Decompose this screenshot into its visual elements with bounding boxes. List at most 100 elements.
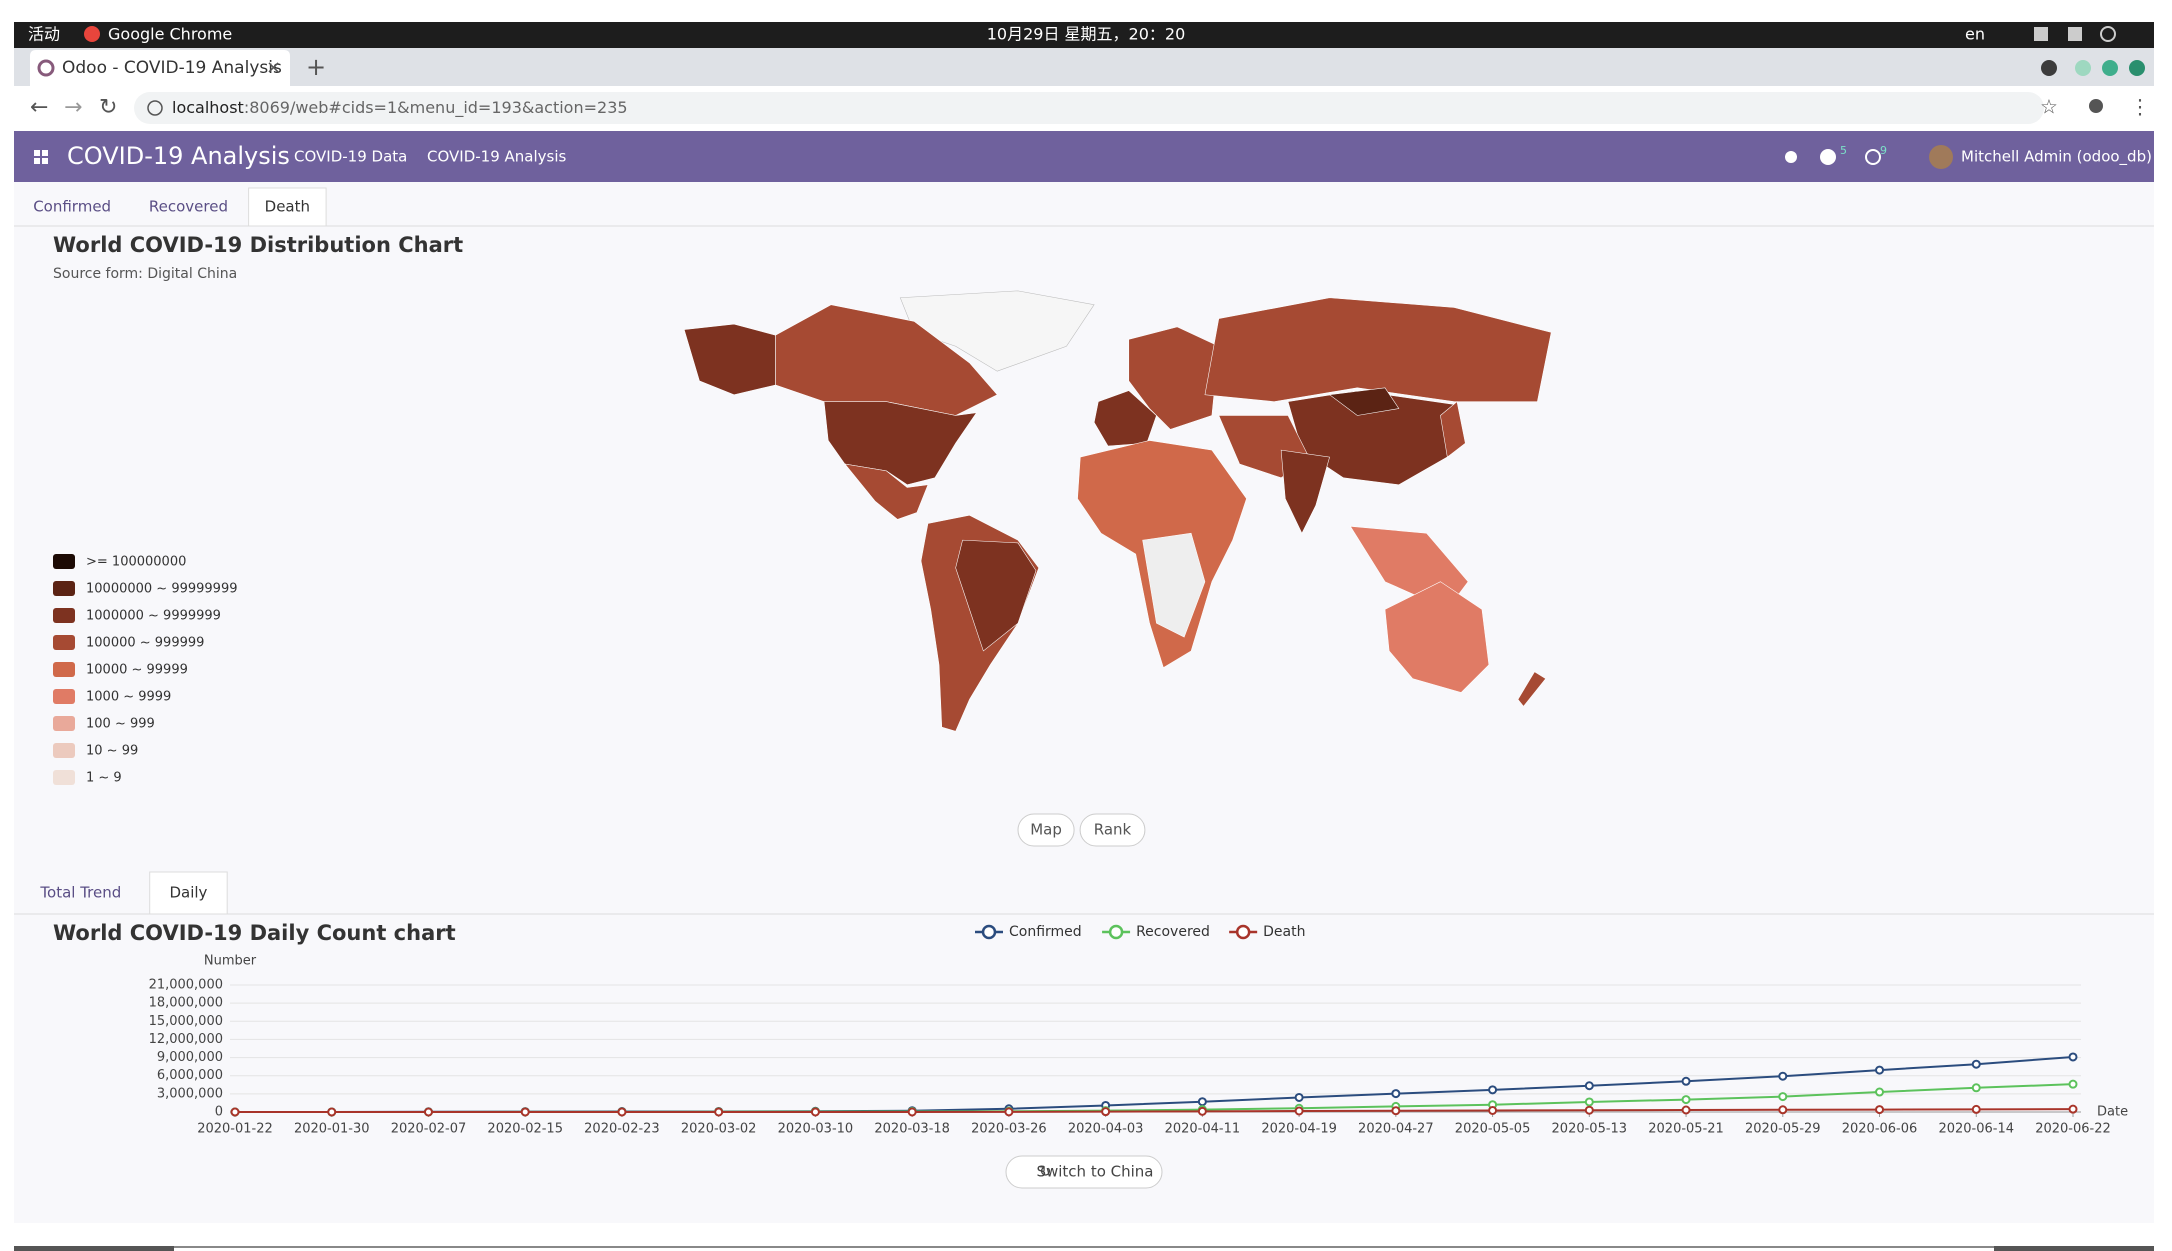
debug-icon[interactable] bbox=[1785, 151, 1797, 163]
y-tick-label: 9,000,000 bbox=[157, 1050, 223, 1065]
window-maximize[interactable] bbox=[2102, 60, 2118, 76]
menu-item[interactable]: COVID-19 Data bbox=[294, 148, 407, 166]
tab[interactable]: Daily bbox=[169, 884, 207, 902]
tab-title: Odoo - COVID-19 Analysis bbox=[62, 58, 282, 78]
tab[interactable]: Total Trend bbox=[39, 884, 121, 902]
legend-label[interactable]: Recovered bbox=[1136, 924, 1210, 940]
legend-label: 100 ~ 999 bbox=[86, 717, 155, 732]
window-close[interactable] bbox=[2129, 60, 2145, 76]
chrome-menu[interactable]: ⋮ bbox=[2130, 95, 2150, 119]
canada[interactable] bbox=[775, 304, 998, 416]
central-africa[interactable] bbox=[1142, 532, 1206, 638]
data-point bbox=[2068, 1052, 2078, 1062]
window-minimize[interactable] bbox=[2075, 60, 2091, 76]
navbar bbox=[14, 131, 2154, 182]
reload-button[interactable]: ↻ bbox=[99, 95, 117, 120]
data-point bbox=[1875, 1105, 1885, 1115]
data-point bbox=[1681, 1105, 1691, 1115]
activities[interactable]: 活动 bbox=[28, 25, 60, 44]
bookmark-star[interactable]: ☆ bbox=[2040, 95, 2058, 119]
taskbar-right bbox=[1994, 1246, 2154, 1251]
mongolia[interactable] bbox=[1328, 387, 1400, 416]
data-point bbox=[1971, 1083, 1981, 1093]
extension-icon[interactable] bbox=[2041, 60, 2057, 76]
data-point bbox=[1971, 1059, 1981, 1069]
new-tab[interactable]: + bbox=[306, 53, 326, 81]
forward-button[interactable]: → bbox=[64, 95, 82, 120]
x-tick-label: 2020-06-06 bbox=[1842, 1122, 1918, 1137]
x-tick-label: 2020-03-26 bbox=[971, 1122, 1047, 1137]
app-menu[interactable]: Google Chrome bbox=[108, 25, 232, 44]
switch-button-icon: ↻ bbox=[1039, 1163, 1052, 1181]
view-button-label[interactable]: Rank bbox=[1094, 821, 1132, 839]
switch-button[interactable] bbox=[1005, 1155, 1163, 1189]
india[interactable] bbox=[1280, 449, 1330, 534]
x-tick-label: 2020-03-18 bbox=[874, 1122, 950, 1137]
data-point bbox=[1004, 1107, 1014, 1117]
view-buttons: Map Rank bbox=[1017, 813, 1146, 847]
clock[interactable]: 10月29日 星期五，20：20 bbox=[987, 25, 1186, 44]
data-point bbox=[423, 1107, 433, 1117]
line-chart: 0 3,000,000 6,000,000 9,000,000 12,000,000 15… bbox=[149, 924, 2111, 1137]
favicon bbox=[37, 59, 55, 77]
user-avatar[interactable] bbox=[1929, 145, 1953, 169]
legend-label[interactable]: Confirmed bbox=[1009, 924, 1082, 940]
view-button-label[interactable]: Map bbox=[1030, 821, 1062, 839]
y-tick-label: 6,000,000 bbox=[157, 1068, 223, 1083]
data-point bbox=[1875, 1065, 1885, 1075]
view-button[interactable] bbox=[1017, 813, 1075, 847]
map-title: World COVID-19 Distribution Chart bbox=[53, 233, 463, 257]
brazil[interactable] bbox=[955, 539, 1037, 652]
tab-strip bbox=[14, 48, 2154, 86]
back-button[interactable]: ← bbox=[30, 95, 48, 120]
x-axis-label: Date bbox=[2097, 1105, 2128, 1120]
apps-icon[interactable] bbox=[34, 150, 48, 164]
world-map[interactable] bbox=[683, 290, 1552, 732]
taskbar bbox=[174, 1246, 1994, 1248]
new-zealand[interactable] bbox=[1517, 671, 1547, 707]
trend-tabs: Total Trend Daily bbox=[39, 871, 228, 914]
switch-button-label[interactable]: Switch to China bbox=[1036, 1163, 1153, 1181]
messages-icon[interactable] bbox=[1820, 149, 1836, 165]
data-point bbox=[1584, 1081, 1594, 1091]
japan[interactable] bbox=[1440, 401, 1466, 458]
language[interactable]: en bbox=[1965, 25, 1985, 44]
system-bar bbox=[14, 22, 2154, 48]
tab-close[interactable]: × bbox=[266, 57, 281, 78]
volume-icon[interactable] bbox=[2068, 27, 2082, 41]
data-point bbox=[1971, 1104, 1981, 1114]
menu-item[interactable]: COVID-19 Analysis bbox=[427, 148, 567, 166]
legend-label[interactable]: Death bbox=[1263, 924, 1305, 940]
usa[interactable] bbox=[823, 401, 978, 486]
data-point bbox=[1778, 1071, 1788, 1081]
y-tick-label: 3,000,000 bbox=[157, 1086, 223, 1101]
data-point bbox=[1584, 1105, 1594, 1115]
x-tick-label: 2020-05-05 bbox=[1455, 1122, 1531, 1137]
view-button[interactable] bbox=[1079, 813, 1146, 847]
network-icon[interactable] bbox=[2034, 27, 2048, 41]
central-europe[interactable] bbox=[1128, 326, 1220, 430]
x-tick-label: 2020-05-21 bbox=[1648, 1122, 1724, 1137]
tab[interactable]: Confirmed bbox=[33, 198, 111, 216]
legend-label: 10000 ~ 99999 bbox=[86, 663, 188, 678]
australia[interactable] bbox=[1384, 581, 1490, 693]
profile-icon[interactable] bbox=[2089, 99, 2103, 113]
legend-swatch bbox=[53, 662, 75, 677]
activities-icon[interactable] bbox=[1865, 149, 1881, 165]
data-point bbox=[520, 1107, 530, 1117]
data-point bbox=[617, 1107, 627, 1117]
tab[interactable]: Recovered bbox=[149, 198, 228, 216]
map-subtitle: Source form: Digital China bbox=[53, 266, 237, 282]
tab[interactable]: Death bbox=[265, 198, 310, 216]
app-name[interactable]: COVID-19 Analysis bbox=[67, 142, 290, 170]
url-host: localhost bbox=[172, 98, 244, 117]
site-info-icon[interactable] bbox=[147, 100, 163, 116]
user-menu[interactable]: Mitchell Admin (odoo_db) bbox=[1961, 148, 2152, 167]
russia[interactable] bbox=[1204, 297, 1552, 402]
browser-tab[interactable] bbox=[30, 50, 290, 86]
omnibox[interactable] bbox=[134, 92, 2044, 124]
power-icon[interactable] bbox=[2100, 26, 2116, 42]
mexico[interactable] bbox=[844, 463, 929, 520]
data-point bbox=[1778, 1105, 1788, 1115]
url: localhost:8069/web#cids=1&menu_id=193&ac… bbox=[172, 98, 628, 118]
